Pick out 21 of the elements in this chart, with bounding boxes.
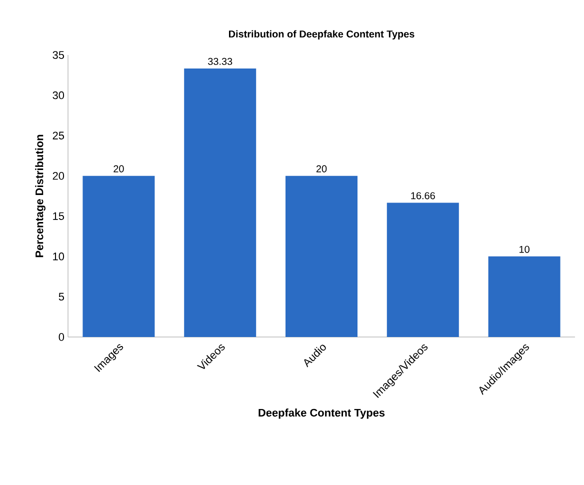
bar (184, 68, 256, 337)
bar (82, 176, 155, 337)
bar (386, 202, 459, 337)
y-tick-label: 0 (58, 333, 64, 341)
y-tick-label: 10 (53, 252, 64, 260)
y-tick-label: 20 (52, 172, 64, 180)
y-tick-label: 35 (52, 51, 64, 59)
data-label: 10 (520, 246, 530, 253)
y-tick-label: 30 (52, 91, 64, 100)
y-axis-title: Percentage Distribution (35, 134, 46, 258)
data-label: 16.66 (411, 192, 435, 200)
y-tick-label: 15 (53, 212, 64, 220)
data-label: 20 (114, 165, 124, 172)
x-axis-title: Deepfake Content Types (258, 408, 385, 419)
y-tick-label: 25 (52, 132, 64, 140)
data-label: 33.33 (208, 58, 232, 65)
bar (286, 176, 358, 337)
chart-title: Distribution of Deepfake Content Types (228, 30, 414, 40)
data-label: 20 (316, 165, 327, 172)
bar (488, 256, 560, 337)
y-tick-label: 5 (58, 292, 64, 301)
